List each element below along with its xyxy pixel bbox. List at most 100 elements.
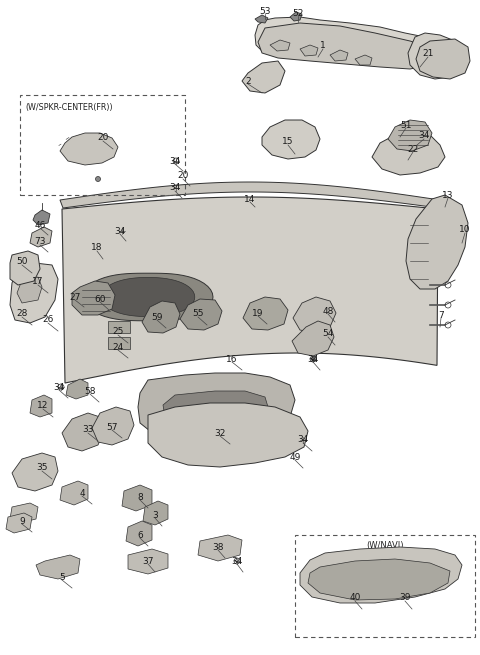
Text: 51: 51 <box>400 121 412 130</box>
Polygon shape <box>30 227 52 247</box>
Text: 52: 52 <box>292 9 304 18</box>
Polygon shape <box>290 12 302 21</box>
Polygon shape <box>388 120 432 151</box>
Text: 5: 5 <box>59 572 65 582</box>
Text: 20: 20 <box>177 172 189 181</box>
Polygon shape <box>60 133 118 165</box>
Text: 7: 7 <box>438 310 444 320</box>
Polygon shape <box>138 373 295 439</box>
Text: 15: 15 <box>282 138 294 147</box>
Polygon shape <box>143 501 168 525</box>
Text: 9: 9 <box>19 517 25 525</box>
Polygon shape <box>262 120 320 159</box>
Text: 50: 50 <box>16 257 28 267</box>
Polygon shape <box>10 263 58 323</box>
Polygon shape <box>242 61 285 93</box>
Text: 33: 33 <box>82 426 94 434</box>
Polygon shape <box>243 297 288 330</box>
Text: 34: 34 <box>114 227 126 236</box>
Text: 21: 21 <box>422 50 434 58</box>
Polygon shape <box>372 131 445 175</box>
Polygon shape <box>83 273 213 321</box>
Text: 48: 48 <box>322 307 334 316</box>
Text: 73: 73 <box>34 238 46 246</box>
Text: 25: 25 <box>112 328 124 337</box>
Text: 6: 6 <box>137 531 143 540</box>
Polygon shape <box>142 301 180 333</box>
Text: 14: 14 <box>244 195 256 204</box>
Polygon shape <box>292 321 334 356</box>
Polygon shape <box>163 391 268 427</box>
Text: 19: 19 <box>252 309 264 318</box>
Text: 27: 27 <box>69 293 81 301</box>
Text: 34: 34 <box>297 436 309 445</box>
Polygon shape <box>66 379 88 399</box>
Text: 2: 2 <box>245 77 251 86</box>
Text: 37: 37 <box>142 557 154 565</box>
Polygon shape <box>62 197 438 383</box>
Polygon shape <box>293 297 336 333</box>
Polygon shape <box>6 513 32 533</box>
Polygon shape <box>10 503 38 523</box>
Text: 22: 22 <box>408 145 419 153</box>
Text: 8: 8 <box>137 493 143 502</box>
Text: 60: 60 <box>94 295 106 303</box>
Polygon shape <box>33 210 50 225</box>
Text: 40: 40 <box>349 593 360 603</box>
Polygon shape <box>408 33 468 79</box>
Polygon shape <box>36 555 80 579</box>
Polygon shape <box>122 485 152 511</box>
Text: 34: 34 <box>231 557 243 565</box>
Text: 12: 12 <box>37 402 48 411</box>
Polygon shape <box>128 549 168 574</box>
Polygon shape <box>72 281 115 315</box>
Text: 38: 38 <box>212 542 224 552</box>
Text: 32: 32 <box>214 428 226 438</box>
Text: 53: 53 <box>259 7 271 16</box>
Circle shape <box>421 134 427 138</box>
Text: 28: 28 <box>16 310 28 318</box>
Text: 24: 24 <box>112 343 124 352</box>
Text: 34: 34 <box>418 132 430 141</box>
Text: 34: 34 <box>53 383 65 392</box>
Text: 59: 59 <box>151 312 163 322</box>
Polygon shape <box>101 278 195 316</box>
Text: 34: 34 <box>169 157 180 166</box>
Text: 46: 46 <box>34 221 46 229</box>
Polygon shape <box>126 521 152 546</box>
Text: 57: 57 <box>106 422 118 432</box>
Polygon shape <box>60 182 440 208</box>
Polygon shape <box>416 39 470 79</box>
Polygon shape <box>60 481 88 505</box>
Text: 13: 13 <box>442 191 454 200</box>
Polygon shape <box>300 45 318 56</box>
Polygon shape <box>10 251 40 285</box>
Text: 1: 1 <box>320 41 326 50</box>
Text: 16: 16 <box>226 354 238 364</box>
Polygon shape <box>148 403 308 467</box>
Polygon shape <box>270 40 290 51</box>
Polygon shape <box>300 547 462 603</box>
Text: 20: 20 <box>97 134 108 143</box>
Text: 55: 55 <box>192 310 204 318</box>
Text: 34: 34 <box>169 183 180 193</box>
Text: (W/NAVI): (W/NAVI) <box>366 541 404 550</box>
Text: 35: 35 <box>36 464 48 472</box>
Text: 4: 4 <box>79 489 85 498</box>
Polygon shape <box>255 15 268 23</box>
Polygon shape <box>330 50 348 61</box>
Polygon shape <box>308 559 450 600</box>
Polygon shape <box>198 535 242 561</box>
Polygon shape <box>17 277 42 303</box>
Text: 17: 17 <box>32 278 44 286</box>
Polygon shape <box>108 337 130 349</box>
Polygon shape <box>108 321 130 333</box>
Polygon shape <box>406 195 468 289</box>
Text: 49: 49 <box>289 453 300 462</box>
Circle shape <box>96 176 100 181</box>
Polygon shape <box>62 413 104 451</box>
Text: 10: 10 <box>459 225 471 234</box>
Text: 26: 26 <box>42 316 54 324</box>
Polygon shape <box>258 23 440 69</box>
Polygon shape <box>30 395 52 417</box>
